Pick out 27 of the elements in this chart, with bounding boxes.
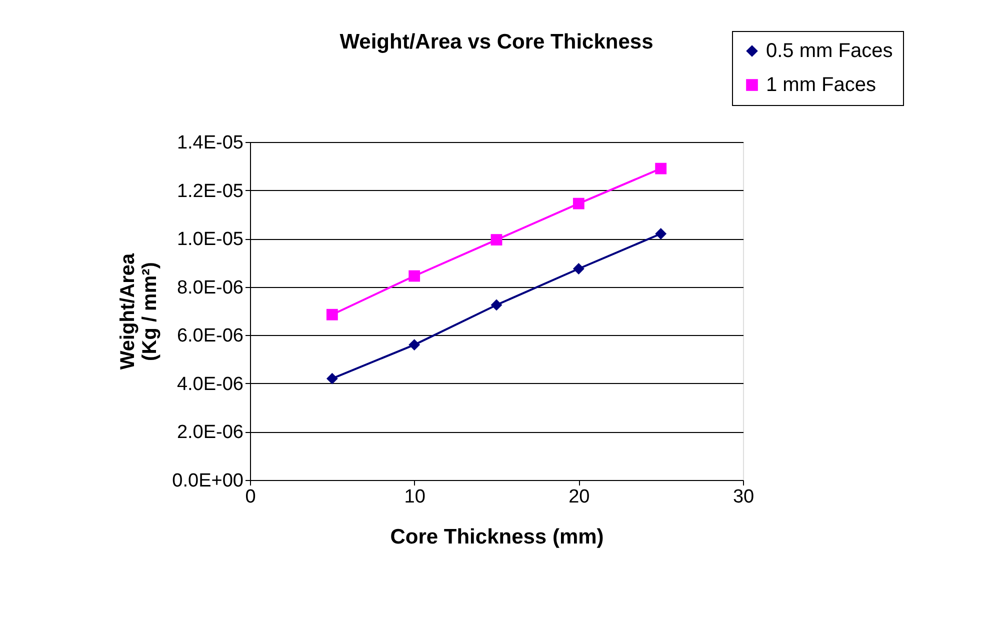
legend-label: 1 mm Faces xyxy=(766,74,876,96)
point xyxy=(408,339,420,350)
x-tick-label: 10 xyxy=(404,486,426,508)
legend-label: 0.5 mm Faces xyxy=(766,40,893,62)
point xyxy=(408,270,420,282)
point xyxy=(572,198,584,210)
y-tick-label: 1.4E-05 xyxy=(176,132,244,154)
x-tick-label: 20 xyxy=(568,486,590,508)
y-tick-label: 4.0E-06 xyxy=(176,374,244,395)
point xyxy=(490,299,502,311)
point xyxy=(490,234,502,246)
chart-title: Weight/Area vs Core Thickness xyxy=(340,30,654,54)
y-tick-label: 2.0E-06 xyxy=(176,422,244,444)
y-tick-label: 1.2E-05 xyxy=(176,180,244,202)
y-tick-label: 6.0E-06 xyxy=(176,326,244,347)
point xyxy=(655,162,667,174)
y-axis-title: Weight/Area (Kg / mm²) xyxy=(117,252,162,370)
y-tick-label: 8.0E-06 xyxy=(176,277,244,298)
point xyxy=(655,228,667,240)
x-tick-label: 30 xyxy=(732,486,754,508)
point xyxy=(326,308,338,320)
point xyxy=(572,263,584,274)
point xyxy=(326,372,338,384)
y-tick-label: 0.0E+00 xyxy=(172,470,244,492)
y-tick-label: 1.0E-05 xyxy=(176,229,244,250)
x-axis-title: Core Thickness (mm) xyxy=(390,526,604,548)
x-tick-label: 0 xyxy=(245,486,256,508)
